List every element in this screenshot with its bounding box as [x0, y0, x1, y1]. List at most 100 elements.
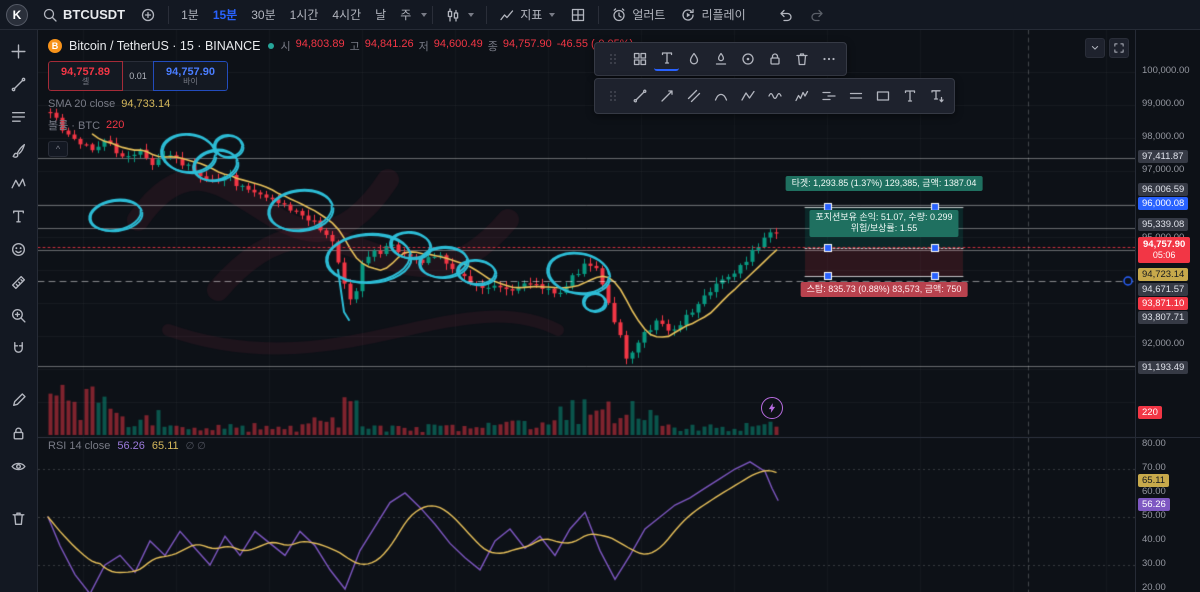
- pane-separator[interactable]: [38, 437, 1135, 438]
- chart-canvas[interactable]: [38, 30, 1135, 592]
- price-scale[interactable]: 100,000.00 99,000.00 98,000.00 97,411.87 97,…: [1135, 30, 1200, 592]
- chevron-down-icon[interactable]: [421, 12, 428, 17]
- tool-fill-color[interactable]: [681, 48, 706, 71]
- tool-trend-line[interactable]: [627, 85, 652, 108]
- tool-text[interactable]: [5, 202, 33, 230]
- tool-trash[interactable]: [5, 504, 33, 532]
- pane-move-down-button[interactable]: [1085, 38, 1105, 58]
- axis-pane-separator: [1136, 437, 1200, 438]
- chart-style-button[interactable]: [438, 3, 481, 27]
- close-label: 종: [487, 41, 498, 53]
- interval-15분[interactable]: 15분: [212, 7, 238, 22]
- ruler-icon: [10, 274, 27, 291]
- tool-layout-grid[interactable]: [627, 48, 652, 71]
- chart-region: B Bitcoin / TetherUS · 15 · BINANCE 시 94,…: [38, 30, 1135, 592]
- text-icon: [10, 208, 27, 225]
- tool-more[interactable]: [816, 48, 841, 71]
- tool-brush[interactable]: [5, 136, 33, 164]
- tool-stroke-color[interactable]: [708, 48, 733, 71]
- pane-maximize-button[interactable]: [1109, 38, 1129, 58]
- tool-curve[interactable]: [708, 85, 733, 108]
- rectangle-icon: [875, 88, 891, 104]
- tool-anchored-text[interactable]: [924, 85, 949, 108]
- symbol-search-button[interactable]: BTCUSDT: [35, 3, 132, 27]
- undo-button[interactable]: [771, 3, 801, 27]
- symbol-title[interactable]: Bitcoin / TetherUS · 15 · BINANCE: [69, 39, 261, 53]
- tool-rectangle[interactable]: [870, 85, 895, 108]
- tool-pencil[interactable]: [5, 386, 33, 414]
- indicator-icon: [499, 7, 515, 23]
- buy-button[interactable]: 94,757.90 바이: [153, 61, 228, 91]
- tool-ruler[interactable]: [5, 268, 33, 296]
- axis-label: 97,000.00: [1142, 164, 1185, 175]
- tool-parallel-lines[interactable]: [843, 85, 868, 108]
- interval-날[interactable]: 날: [375, 7, 387, 22]
- tool-elliott-wave[interactable]: [789, 85, 814, 108]
- ray-icon: [659, 88, 675, 104]
- tool-lock[interactable]: [5, 419, 33, 447]
- tool-parallel-channel[interactable]: [681, 85, 706, 108]
- sell-button[interactable]: 94,757.89 셀: [48, 61, 123, 91]
- spread-value: 0.01: [123, 61, 153, 91]
- tool-text[interactable]: [654, 48, 679, 71]
- axis-label: 80.00: [1142, 438, 1166, 449]
- tool-emoji[interactable]: [5, 235, 33, 263]
- tool-lock[interactable]: [762, 48, 787, 71]
- sma-legend[interactable]: SMA 20 close 94,733.14: [48, 98, 633, 110]
- tool-text[interactable]: [897, 85, 922, 108]
- axis-badge: 56.26: [1138, 498, 1170, 511]
- layout-templates-button[interactable]: [563, 3, 593, 27]
- indicators-button[interactable]: 지표: [492, 3, 562, 27]
- position-target-label[interactable]: 타겟: 1,293.85 (1.37%) 129,385, 금액: 1387.0…: [785, 176, 983, 192]
- fib-retracement-icon: [10, 109, 27, 126]
- user-avatar[interactable]: K: [6, 3, 28, 26]
- replay-icon: [680, 7, 696, 23]
- tool-magnet[interactable]: [5, 334, 33, 362]
- position-stop-label[interactable]: 스탑: 835.73 (0.88%) 83,573, 금액: 750: [800, 282, 968, 298]
- close-value: 94,757.90: [502, 38, 552, 50]
- legend-collapse-button[interactable]: ^: [48, 141, 68, 157]
- redo-icon: [809, 7, 825, 23]
- tool-ray[interactable]: [654, 85, 679, 108]
- interval-30분[interactable]: 30분: [251, 7, 276, 22]
- interval-1시간[interactable]: 1시간: [289, 7, 319, 22]
- tool-trend-line[interactable]: [5, 70, 33, 98]
- ohlc-values: 시 94,803.89 고 94,841.26 저 94,600.49 종 94,757…: [281, 38, 634, 54]
- tool-crosshair[interactable]: [5, 37, 33, 65]
- tool-flat-levels[interactable]: [816, 85, 841, 108]
- interval-4시간[interactable]: 4시간: [332, 7, 362, 22]
- alerts-button[interactable]: 얼러트: [604, 3, 672, 27]
- toolbar-separator: [168, 5, 170, 24]
- tool-eye[interactable]: [5, 452, 33, 480]
- position-info-label[interactable]: 포지션보유 손익: 51.07, 수량: 0.299 위험/보상률: 1.55: [809, 210, 959, 237]
- axis-badge: 97,411.87: [1138, 150, 1188, 163]
- axis-badge: 93,871.10: [1138, 297, 1189, 310]
- layout-grid-icon: [632, 51, 648, 67]
- buy-price: 94,757.90: [166, 65, 215, 78]
- redo-button[interactable]: [802, 3, 832, 27]
- rsi-legend[interactable]: RSI 14 close 56.26 65.11 ∅ ∅: [48, 440, 206, 452]
- tool-fib-retracement[interactable]: [5, 103, 33, 131]
- grid-layout-icon: [570, 7, 586, 23]
- tool-trash[interactable]: [789, 48, 814, 71]
- drag-handle[interactable]: [600, 48, 625, 71]
- tool-dot-circle[interactable]: [735, 48, 760, 71]
- drag-handle[interactable]: [600, 85, 625, 108]
- tool-zoom[interactable]: [5, 301, 33, 329]
- undo-icon: [778, 7, 794, 23]
- axis-label: 99,000.00: [1142, 98, 1185, 109]
- tool-pattern[interactable]: [5, 169, 33, 197]
- replay-button[interactable]: 리플레이: [673, 3, 752, 27]
- tool-wave[interactable]: [762, 85, 787, 108]
- drag-handle-icon: [607, 88, 619, 104]
- toolbar-separator: [432, 5, 434, 24]
- axis-label: 98,000.00: [1142, 131, 1185, 142]
- interval-1분[interactable]: 1분: [181, 7, 199, 22]
- compare-add-button[interactable]: [133, 3, 163, 27]
- interval-주[interactable]: 주: [400, 7, 412, 22]
- open-value: 94,803.89: [295, 38, 345, 50]
- curve-icon: [713, 88, 729, 104]
- quick-trade-button[interactable]: [761, 397, 783, 419]
- volume-legend[interactable]: 볼륨 · BTC 220: [48, 117, 633, 133]
- tool-zigzag[interactable]: [735, 85, 760, 108]
